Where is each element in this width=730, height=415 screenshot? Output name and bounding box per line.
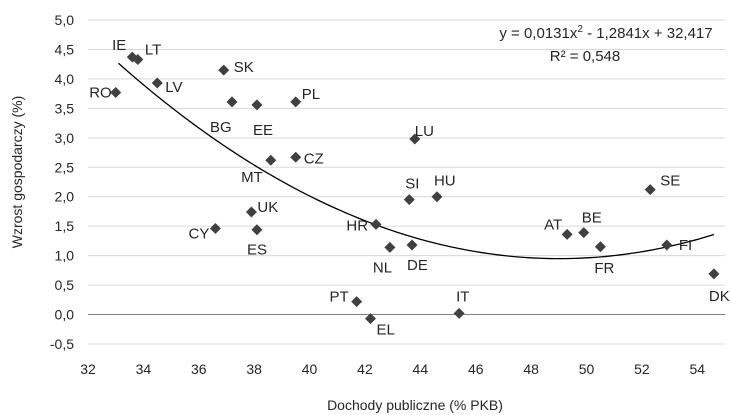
point-label-cz: CZ	[304, 150, 324, 167]
point-hr	[370, 218, 382, 230]
gridlines	[88, 19, 725, 345]
y-tick-label: 1,5	[55, 218, 75, 234]
y-tick-label: 2,5	[55, 159, 75, 175]
point-label-cy: CY	[189, 226, 210, 243]
point-label-el: EL	[376, 322, 394, 339]
point-pl	[290, 96, 302, 108]
y-tick-label: 3,5	[55, 100, 75, 116]
point-label-pt: PT	[329, 289, 348, 306]
point-label-it: IT	[456, 288, 469, 305]
point-lu	[409, 133, 421, 145]
y-tick-label: 3,0	[55, 130, 75, 146]
point-label-si: SI	[405, 176, 419, 193]
point-label-nl: NL	[373, 259, 392, 276]
point-label-bg: BG	[210, 119, 232, 136]
point-label-lu: LU	[415, 123, 434, 140]
x-tick-label: 54	[690, 361, 706, 377]
point-lv	[151, 77, 163, 89]
x-tick-label: 32	[80, 361, 96, 377]
point-label-ie: IE	[112, 37, 126, 54]
y-tick-label: 4,5	[55, 41, 75, 57]
trendline-equation: y = 0,0131x2 - 1,2841x + 32,417	[499, 24, 712, 42]
point-bg	[226, 96, 238, 108]
y-tick-label: 4,0	[55, 71, 75, 87]
point-label-lv: LV	[165, 79, 182, 96]
point-be	[578, 227, 590, 239]
r-squared-label: R² = 0,548	[550, 48, 620, 65]
point-label-pl: PL	[302, 86, 320, 103]
point-lt	[132, 53, 144, 65]
trendline	[118, 62, 715, 260]
x-tick-label: 50	[579, 361, 595, 377]
y-tick-label: 2,0	[55, 189, 75, 205]
x-tick-label: 38	[246, 361, 262, 377]
point-label-hu: HU	[434, 173, 456, 190]
point-fi	[661, 239, 673, 251]
y-tick-label: 1,0	[55, 248, 75, 264]
point-label-es: ES	[247, 242, 267, 259]
point-el	[364, 313, 376, 325]
point-cy	[209, 223, 221, 235]
x-axis-ticks: 32 34 36 38 40 42 44 46 48 50 52 54	[80, 361, 705, 377]
y-tick-label: 5,0	[55, 12, 75, 28]
point-dk	[708, 268, 720, 280]
data-points	[110, 51, 720, 325]
y-tick-label: 0,5	[55, 277, 75, 293]
x-tick-label: 36	[191, 361, 207, 377]
point-label-uk: UK	[257, 199, 278, 216]
point-label-be: BE	[582, 210, 602, 227]
y-axis-title: Wzrost gospodarczy (%)	[9, 96, 25, 248]
point-label-ee: EE	[253, 122, 273, 139]
point-uk	[245, 206, 257, 218]
y-tick-label: 0,0	[55, 307, 75, 323]
point-cz	[290, 151, 302, 163]
y-axis-ticks: -0,5 0,0 0,5 1,0 1,5 2,0 2,5 3,0 3,5 4,0 4,5 5,0	[50, 12, 74, 352]
point-ro	[110, 86, 122, 98]
point-label-hr: HR	[346, 217, 368, 234]
point-label-dk: DK	[709, 288, 730, 305]
point-label-fr: FR	[594, 260, 614, 277]
point-es	[251, 224, 263, 236]
point-si	[403, 194, 415, 206]
point-se	[644, 184, 656, 196]
point-at	[561, 228, 573, 240]
point-sk	[218, 64, 230, 76]
x-tick-label: 44	[413, 361, 429, 377]
point-hu	[431, 191, 443, 203]
point-it	[453, 307, 465, 319]
point-labels: IE LT RO LV SK BG EE PL MT CZ LU SI HU UK CY ES HR NL DE AT…	[89, 37, 730, 339]
x-tick-label: 52	[634, 361, 650, 377]
point-label-lt: LT	[145, 41, 161, 58]
point-fr	[594, 241, 606, 253]
x-tick-label: 48	[523, 361, 539, 377]
point-pt	[351, 296, 363, 308]
x-tick-label: 40	[302, 361, 318, 377]
point-label-at: AT	[544, 216, 562, 233]
x-tick-label: 46	[468, 361, 484, 377]
x-axis-title: Dochody publiczne (% PKB)	[327, 397, 503, 413]
point-label-mt: MT	[241, 169, 263, 186]
point-label-se: SE	[660, 173, 680, 190]
point-label-ro: RO	[89, 84, 112, 101]
point-de	[406, 239, 418, 251]
point-label-fi: FI	[679, 237, 692, 254]
point-label-de: DE	[407, 257, 428, 274]
point-mt	[265, 154, 277, 166]
point-ee	[251, 99, 263, 111]
point-nl	[384, 241, 396, 253]
y-tick-label: -0,5	[50, 336, 74, 352]
point-label-sk: SK	[234, 59, 254, 76]
x-tick-label: 42	[357, 361, 373, 377]
x-tick-label: 34	[136, 361, 152, 377]
